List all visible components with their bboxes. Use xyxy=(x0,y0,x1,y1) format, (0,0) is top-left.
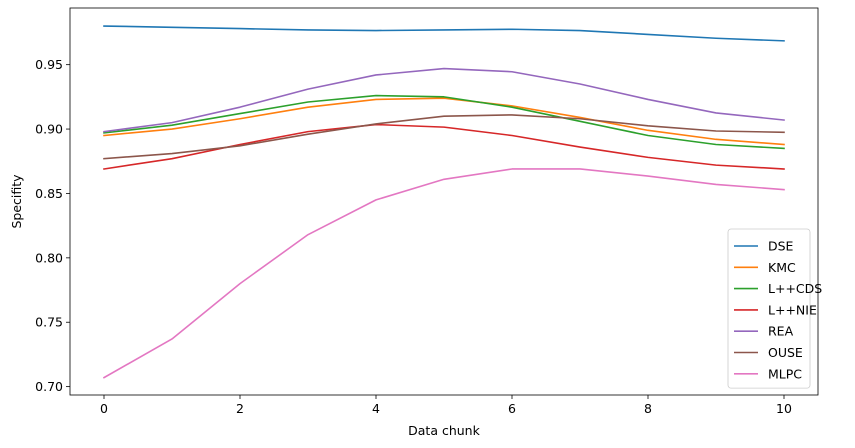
series-line-rea xyxy=(103,67,785,133)
legend-label: DSE xyxy=(768,239,794,254)
y-tick-label: 0.90 xyxy=(35,122,63,137)
y-tick-label: 0.85 xyxy=(35,186,63,201)
y-axis-label: Specifity xyxy=(9,174,24,229)
x-tick-label: 6 xyxy=(508,401,516,416)
y-tick-label: 0.75 xyxy=(35,315,63,330)
series-line-dse xyxy=(103,25,785,42)
x-tick-label: 10 xyxy=(776,401,792,416)
legend-box xyxy=(727,228,811,389)
x-tick-label: 0 xyxy=(100,401,108,416)
legend-label: L++NIE xyxy=(768,302,817,317)
legend-label: OUSE xyxy=(768,345,803,360)
legend-label: REA xyxy=(768,324,794,339)
x-tick-label: 2 xyxy=(236,401,244,416)
axes-frame xyxy=(69,7,819,396)
legend-label: KMC xyxy=(768,260,796,275)
series-line-ouse xyxy=(103,114,785,160)
y-tick-label: 0.95 xyxy=(35,57,63,72)
legend-label: L++CDS xyxy=(768,281,822,296)
series-line-l-nie xyxy=(103,123,785,170)
y-axis: 0.70 0.75 0.80 0.85 0.90 0.95 xyxy=(35,57,70,394)
x-axis-label: Data chunk xyxy=(408,423,480,438)
x-tick-label: 8 xyxy=(644,401,652,416)
x-tick-label: 4 xyxy=(372,401,380,416)
x-axis: 0 2 4 6 8 10 xyxy=(100,395,792,416)
plot-area xyxy=(102,25,785,379)
legend: DSE KMC L++CDS L++NIE REA OUSE MLPC xyxy=(727,228,822,389)
legend-label: MLPC xyxy=(768,366,802,381)
series-line-mlpc xyxy=(102,168,785,379)
series-line-kmc xyxy=(103,97,785,146)
series-line-l-cds xyxy=(103,94,785,150)
y-tick-label: 0.80 xyxy=(35,250,63,265)
y-tick-label: 0.70 xyxy=(35,379,63,394)
